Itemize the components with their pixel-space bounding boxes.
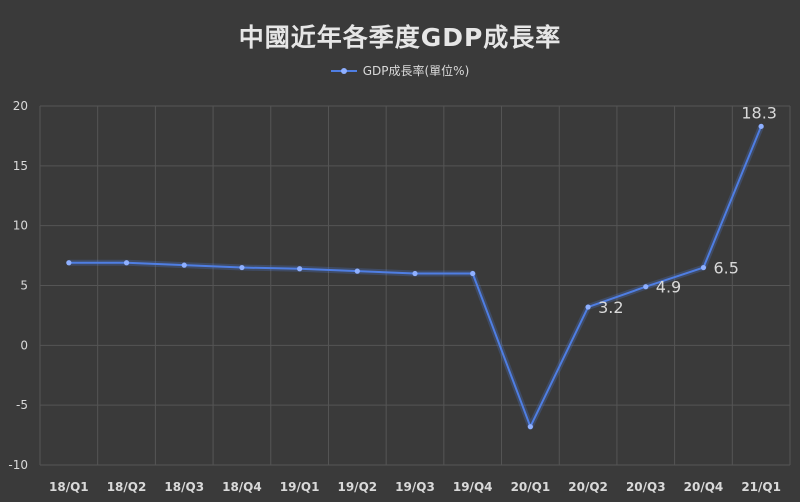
y-tick-label: 15 (13, 159, 28, 173)
data-point (123, 260, 130, 266)
data-point (297, 266, 303, 272)
data-point (239, 264, 245, 271)
x-tick-label: 19/Q4 (453, 480, 493, 494)
x-tick-label: 19/Q3 (395, 480, 435, 494)
y-tick-label: 0 (20, 338, 28, 352)
data-point (527, 424, 533, 430)
y-axis-ticks: -10 -5 0 5 10 15 20 (8, 99, 28, 472)
y-tick-label: -5 (16, 398, 28, 412)
data-point (585, 304, 591, 310)
y-tick-label: 10 (13, 219, 28, 233)
data-label: 4.9 (656, 278, 681, 297)
data-point (354, 268, 360, 274)
data-labels: 3.2 4.9 6.5 18.3 (598, 103, 777, 317)
data-label: 6.5 (713, 259, 738, 278)
chart-title: 中國近年各季度GDP成長率 (238, 23, 562, 52)
data-point (181, 262, 187, 268)
x-tick-label: 18/Q1 (49, 480, 89, 494)
data-point (66, 260, 72, 266)
x-tick-label: 20/Q3 (626, 480, 666, 494)
x-tick-label: 18/Q4 (222, 480, 262, 494)
y-tick-label: 5 (20, 279, 28, 293)
y-tick-label: -10 (8, 458, 28, 472)
data-point (412, 270, 418, 277)
series-line-glow (68, 125, 764, 430)
x-tick-label: 18/Q2 (107, 480, 147, 494)
data-label: 18.3 (741, 103, 777, 122)
y-tick-label: 20 (13, 99, 28, 113)
data-label: 3.2 (598, 298, 623, 317)
legend-label: GDP成長率(單位%) (362, 64, 470, 78)
x-tick-label: 20/Q2 (568, 480, 608, 494)
grid-layer (39, 105, 791, 466)
series-layer (66, 123, 764, 430)
data-point (470, 270, 476, 277)
x-tick-label: 21/Q1 (741, 480, 781, 494)
x-tick-label: 19/Q2 (337, 480, 377, 494)
x-tick-label: 19/Q1 (280, 480, 320, 494)
data-point (700, 264, 707, 271)
data-point (758, 123, 764, 129)
x-tick-label: 18/Q3 (164, 480, 204, 494)
legend-line-marker-icon (330, 67, 357, 74)
legend: GDP成長率(單位%) (0, 62, 800, 79)
x-tick-label: 20/Q4 (684, 480, 724, 494)
data-point (643, 284, 649, 290)
x-tick-label: 20/Q1 (511, 480, 551, 494)
x-axis-ticks: 18/Q1 18/Q2 18/Q3 18/Q4 19/Q1 19/Q2 19/Q3 19/Q4… (49, 480, 781, 494)
